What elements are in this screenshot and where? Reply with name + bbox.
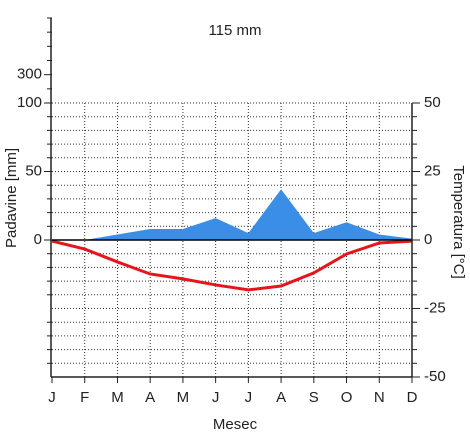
y-tick-label: 0 bbox=[34, 231, 42, 248]
x-tick-label: D bbox=[407, 389, 418, 406]
y2-tick-label: 50 bbox=[424, 94, 441, 111]
y2-tick-label: 25 bbox=[424, 162, 441, 179]
y2-axis-label: Temperatura [°C] bbox=[450, 165, 467, 279]
x-tick-label: M bbox=[177, 389, 190, 406]
y-tick-label: 50 bbox=[25, 162, 42, 179]
x-tick-label: A bbox=[145, 389, 155, 406]
x-tick-label: O bbox=[341, 389, 353, 406]
x-tick-label: J bbox=[245, 389, 253, 406]
x-tick-label: M bbox=[111, 389, 124, 406]
x-tick-label: J bbox=[48, 389, 56, 406]
x-tick-label: F bbox=[80, 389, 89, 406]
x-axis-label: Mesec bbox=[213, 416, 258, 433]
y-axis-label: Padavine [mm] bbox=[3, 148, 20, 248]
annotation: 115 mm bbox=[208, 22, 261, 39]
x-tick-label: N bbox=[374, 389, 385, 406]
temperature-line bbox=[51, 239, 413, 292]
x-tick-label: J bbox=[212, 389, 220, 406]
x-tick-label: A bbox=[276, 389, 286, 406]
y-tick-label: 300 bbox=[17, 66, 42, 83]
y2-tick-label: -25 bbox=[424, 299, 446, 316]
y-tick-label: 100 bbox=[17, 94, 42, 111]
x-tick-label: S bbox=[309, 389, 319, 406]
y2-tick-label: -50 bbox=[424, 368, 446, 385]
precipitation-area bbox=[52, 189, 412, 240]
y2-tick-label: 0 bbox=[424, 231, 432, 248]
